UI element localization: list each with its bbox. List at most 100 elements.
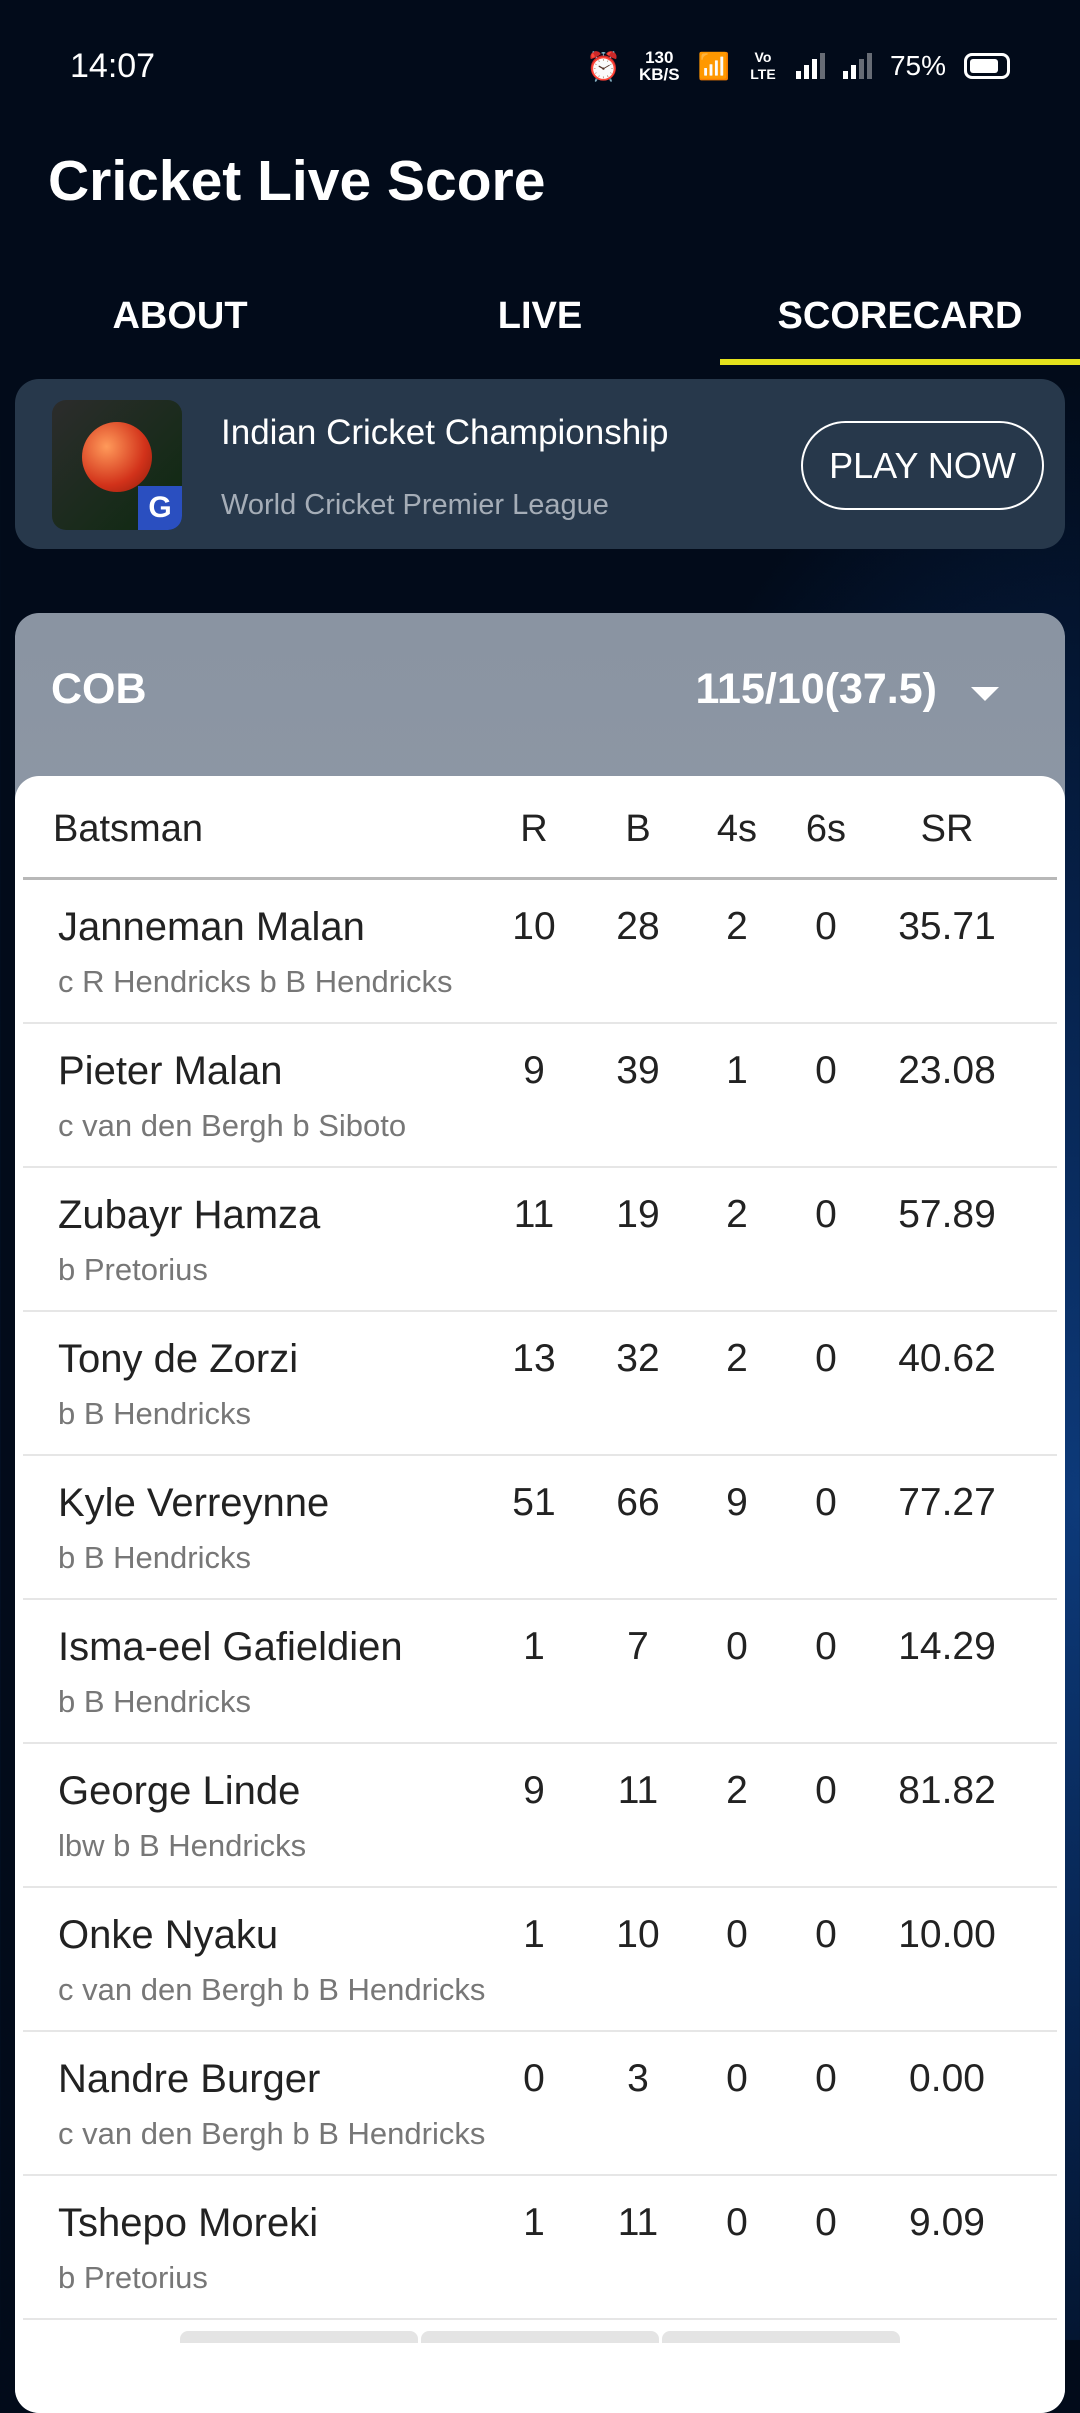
signal-icon-2 — [842, 53, 872, 79]
stat-r: 11 — [513, 1193, 555, 1236]
batsman-name: Janneman Malan — [58, 905, 365, 949]
stat-sixes: 0 — [815, 1049, 837, 1092]
dismissal: b B Hendricks — [58, 1540, 251, 1575]
stat-b: 19 — [616, 1193, 660, 1236]
dismissal: c van den Bergh b B Hendricks — [58, 1972, 486, 2007]
stat-r: 9 — [523, 1049, 545, 1092]
ad-app-icon: G — [52, 400, 182, 530]
stat-fours: 0 — [726, 1913, 748, 1956]
network-speed: 130 KB/S — [639, 49, 680, 83]
header-batsman: Batsman — [53, 808, 203, 850]
batsman-name: George Linde — [58, 1769, 301, 1813]
stat-sixes: 0 — [815, 1337, 837, 1380]
dismissal: lbw b B Hendricks — [58, 1828, 307, 1863]
stat-r: 10 — [512, 905, 556, 948]
stat-fours: 2 — [726, 1769, 748, 1812]
clock: 14:07 — [70, 46, 156, 85]
stat-b: 39 — [616, 1049, 660, 1092]
stat-sr: 23.08 — [898, 1049, 996, 1092]
tab-bar: ABOUT LIVE SCORECARD — [0, 285, 1080, 365]
table-row: Pieter Malan c van den Bergh b Siboto 9 39 1… — [23, 1024, 1057, 1168]
team-score: 115/10(37.5) — [695, 665, 937, 713]
wifi-icon: 📶 — [697, 50, 730, 81]
tab-live[interactable]: LIVE — [497, 295, 583, 337]
bottom-tab[interactable] — [180, 2331, 418, 2343]
dismissal: b Pretorius — [58, 2260, 208, 2295]
tab-about[interactable]: ABOUT — [112, 295, 248, 337]
bottom-tabs — [180, 2331, 900, 2343]
header-runs: R — [520, 808, 548, 850]
bottom-tab[interactable] — [662, 2331, 900, 2343]
stat-sixes: 0 — [815, 2201, 837, 2244]
stat-sr: 40.62 — [898, 1337, 996, 1380]
stat-b: 10 — [616, 1913, 660, 1956]
table-row: Tony de Zorzi b B Hendricks 13 32 2 0 40.62 — [23, 1312, 1057, 1456]
battery-icon — [964, 53, 1010, 79]
stat-fours: 2 — [726, 1337, 748, 1380]
batsman-name: Pieter Malan — [58, 1049, 283, 1093]
stat-sr: 35.71 — [898, 905, 996, 948]
dismissal: c R Hendricks b B Hendricks — [58, 964, 453, 999]
dismissal: b B Hendricks — [58, 1684, 251, 1719]
ad-badge: G — [138, 486, 182, 530]
alarm-icon: ⏰ — [586, 50, 621, 82]
stat-sr: 57.89 — [898, 1193, 996, 1236]
batsman-name: Isma-eel Gafieldien — [58, 1625, 403, 1669]
stat-sr: 77.27 — [898, 1481, 996, 1524]
stat-b: 28 — [616, 905, 660, 948]
page-title: Cricket Live Score — [48, 149, 546, 213]
stat-sr: 9.09 — [909, 2201, 985, 2244]
dismissal: c van den Bergh b B Hendricks — [58, 2116, 486, 2151]
batting-table: Batsman R B 4s 6s SR Janneman Malan c R H… — [15, 776, 1065, 2413]
table-header: Batsman R B 4s 6s SR — [23, 776, 1057, 880]
play-now-button[interactable]: PLAY NOW — [801, 421, 1044, 510]
stat-sixes: 0 — [815, 1913, 837, 1956]
chevron-down-icon[interactable] — [971, 687, 999, 701]
dismissal: b B Hendricks — [58, 1396, 251, 1431]
stat-fours: 1 — [726, 1049, 748, 1092]
ad-title: Indian Cricket Championship — [221, 413, 669, 452]
batsman-name: Nandre Burger — [58, 2057, 321, 2101]
stat-sr: 14.29 — [898, 1625, 996, 1668]
batsman-name: Tshepo Moreki — [58, 2201, 319, 2245]
stat-r: 1 — [523, 1913, 545, 1956]
stat-b: 3 — [627, 2057, 649, 2100]
net-speed-value: 130 — [645, 48, 674, 67]
stat-sixes: 0 — [815, 1625, 837, 1668]
innings-card: COB 115/10(37.5) Batsman R B 4s 6s SR Ja… — [15, 613, 1065, 2413]
stat-fours: 0 — [726, 2057, 748, 2100]
stat-r: 13 — [512, 1337, 556, 1380]
ad-banner[interactable]: G Indian Cricket Championship World Cric… — [15, 379, 1065, 549]
stat-sr: 81.82 — [898, 1769, 996, 1812]
stat-r: 51 — [512, 1481, 556, 1524]
batsman-name: Zubayr Hamza — [58, 1193, 321, 1237]
stat-fours: 9 — [726, 1481, 748, 1524]
stat-fours: 0 — [726, 1625, 748, 1668]
batsman-name: Tony de Zorzi — [58, 1337, 299, 1381]
table-row: Kyle Verreynne b B Hendricks 51 66 9 0 77.27 — [23, 1456, 1057, 1600]
tab-scorecard[interactable]: SCORECARD — [720, 285, 1080, 365]
table-row: Tshepo Moreki b Pretorius 1 11 0 0 9.09 — [23, 2176, 1057, 2320]
header-fours: 4s — [716, 808, 758, 850]
net-speed-unit: KB/S — [638, 65, 680, 84]
batsman-name: Onke Nyaku — [58, 1913, 279, 1957]
stat-fours: 2 — [726, 1193, 748, 1236]
stat-r: 1 — [523, 1625, 545, 1668]
stat-sixes: 0 — [815, 905, 837, 948]
volte-icon: Vo LTE — [750, 49, 776, 82]
table-row: Isma-eel Gafieldien b B Hendricks 1 7 0 0 14.2… — [23, 1600, 1057, 1744]
table-row: Zubayr Hamza b Pretorius 11 19 2 0 57.89 — [23, 1168, 1057, 1312]
stat-b: 7 — [627, 1625, 649, 1668]
stat-b: 66 — [616, 1481, 660, 1524]
stat-sixes: 0 — [815, 2057, 837, 2100]
stat-r: 9 — [523, 1769, 545, 1812]
bottom-tab[interactable] — [421, 2331, 659, 2343]
ad-subtitle: World Cricket Premier League — [221, 489, 609, 521]
stat-fours: 0 — [726, 2201, 748, 2244]
stat-r: 1 — [523, 2201, 545, 2244]
team-name: COB — [51, 665, 147, 713]
stat-b: 11 — [617, 2201, 659, 2244]
table-row: Onke Nyaku c van den Bergh b B Hendricks 1… — [23, 1888, 1057, 2032]
header-sr: SR — [920, 808, 974, 850]
table-row: George Linde lbw b B Hendricks 9 11 2 0 81.82 — [23, 1744, 1057, 1888]
